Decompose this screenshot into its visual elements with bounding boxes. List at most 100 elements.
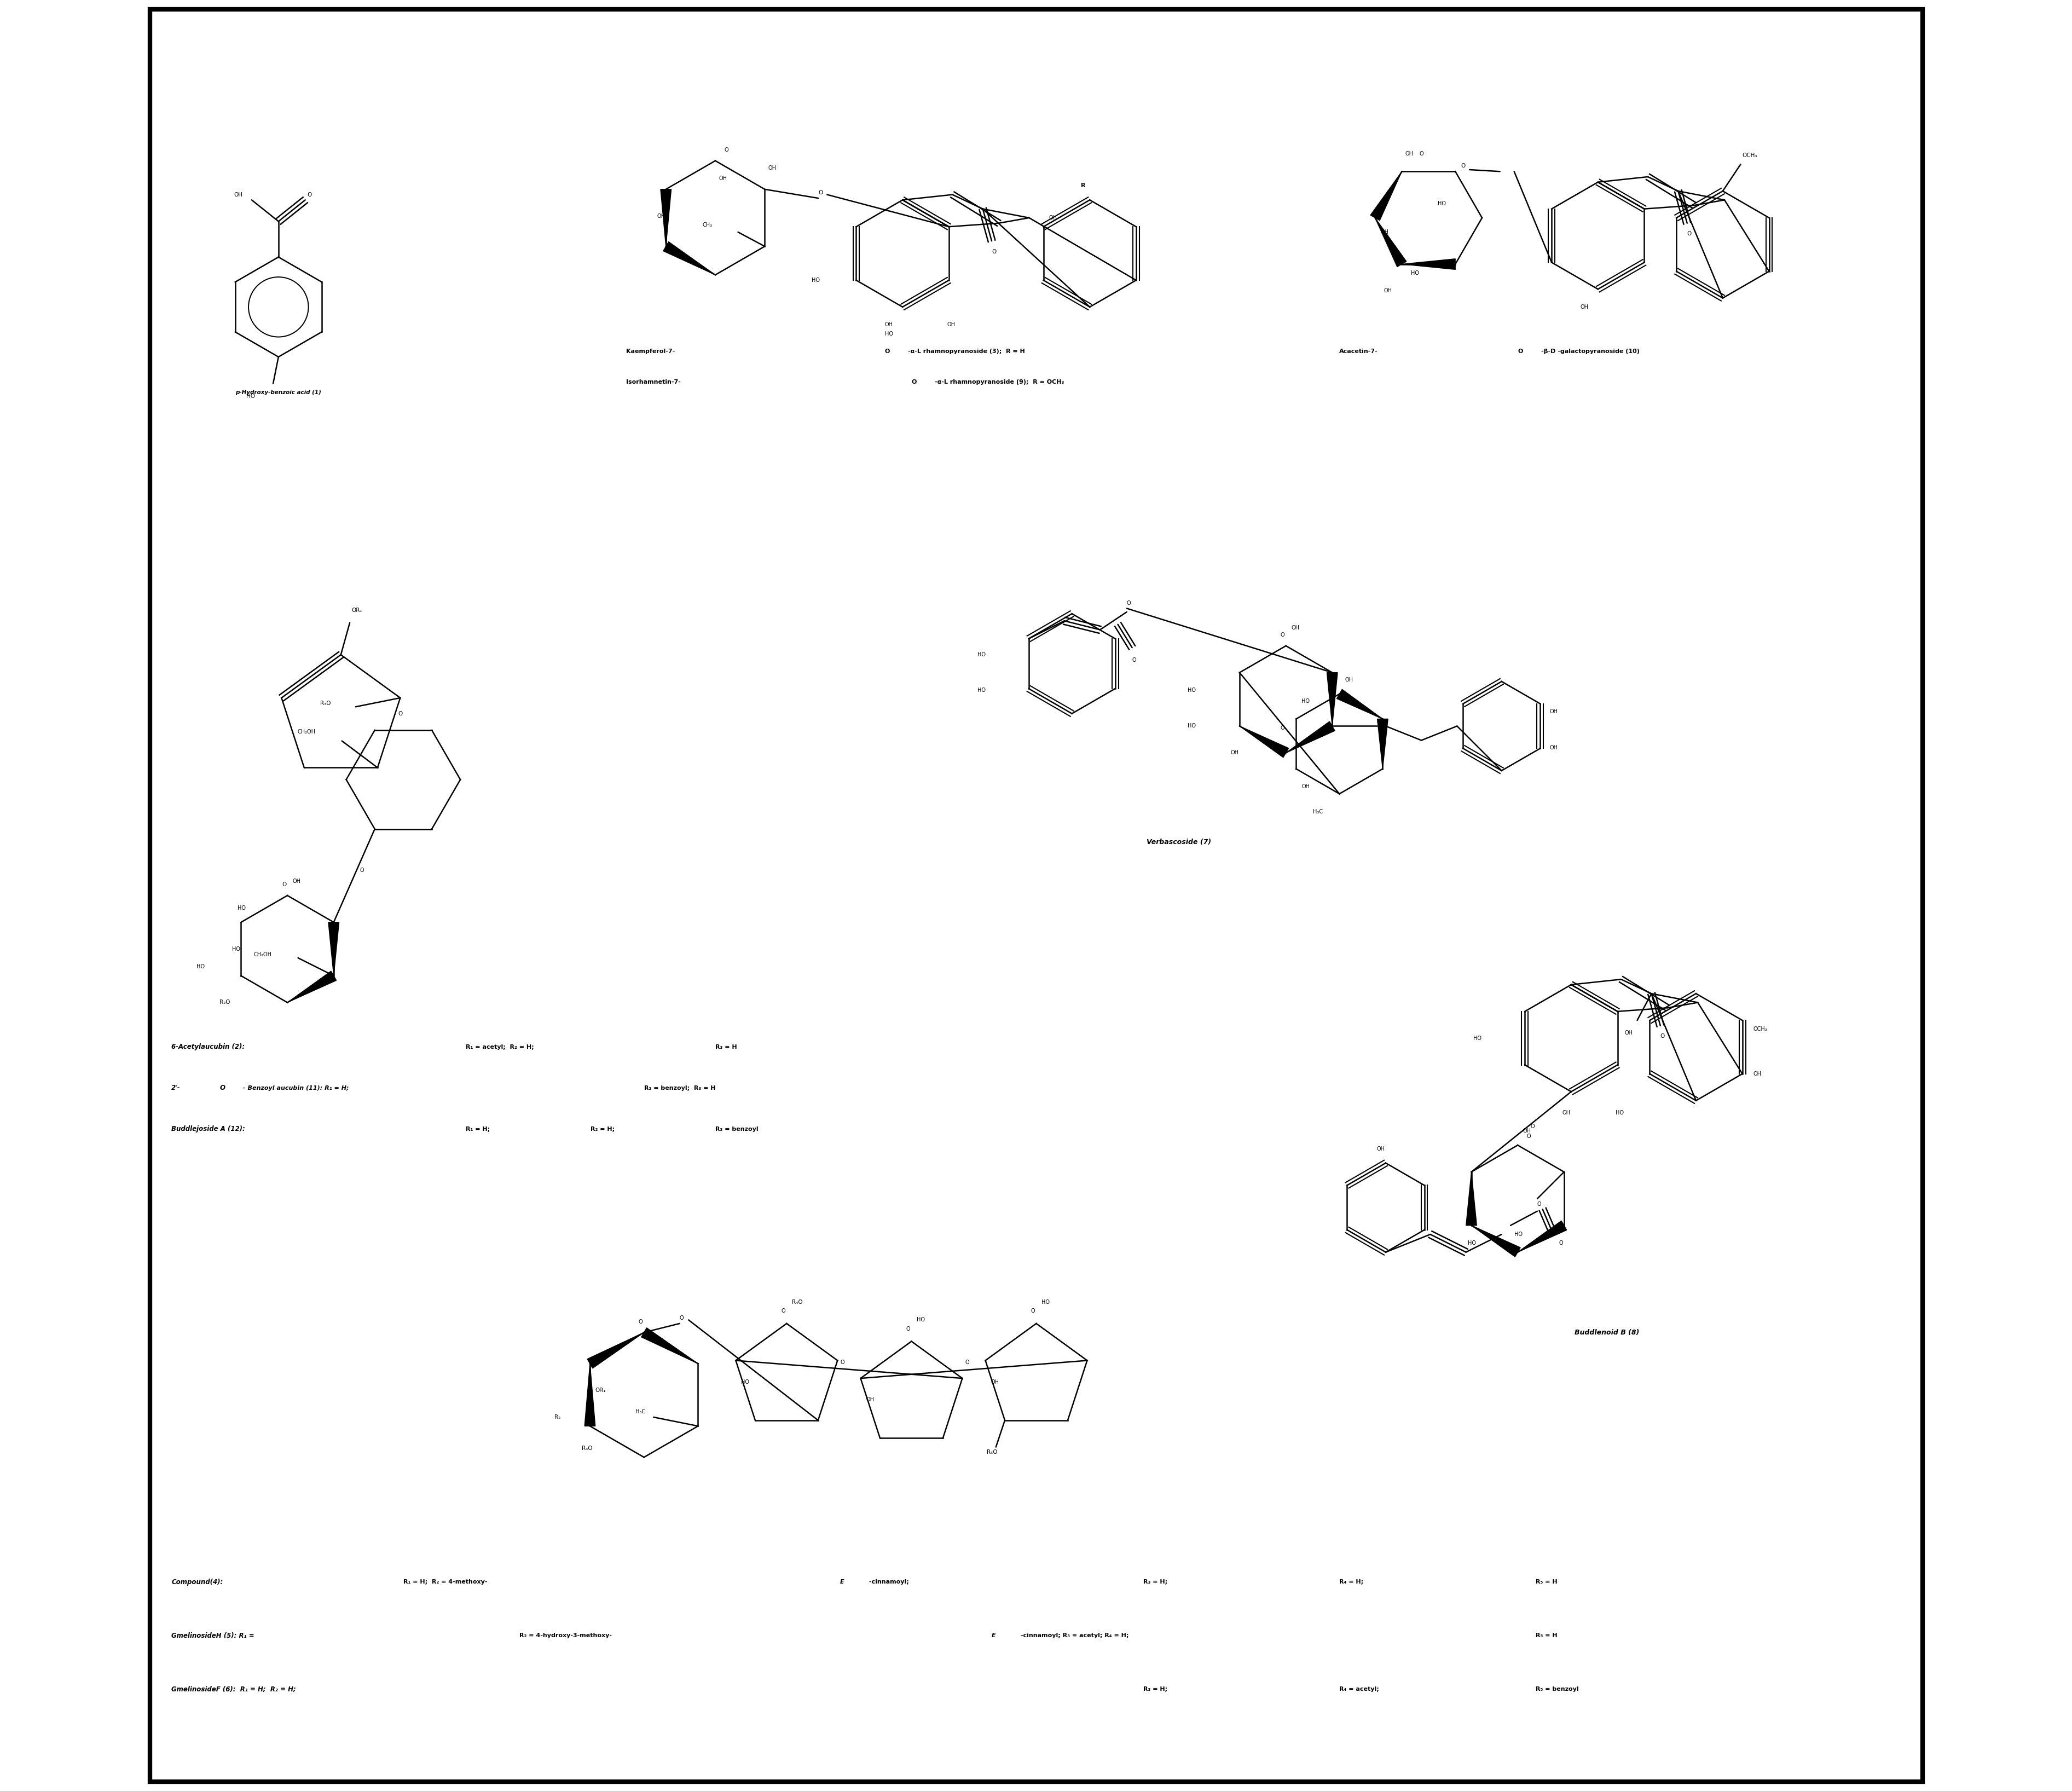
Polygon shape (1378, 718, 1388, 768)
Text: O: O (1537, 1202, 1542, 1207)
Text: HO: HO (916, 1316, 924, 1324)
Text: O: O (1660, 1033, 1664, 1039)
Text: OH: OH (1405, 150, 1413, 156)
Text: HO: HO (885, 331, 893, 337)
Text: O: O (220, 1085, 226, 1093)
Polygon shape (1285, 722, 1334, 752)
Text: O: O (1527, 1134, 1531, 1139)
Text: O: O (1558, 1241, 1562, 1247)
Polygon shape (288, 971, 336, 1003)
Text: OH: OH (234, 192, 242, 197)
Text: O: O (1419, 150, 1423, 156)
Text: R₂ = 4-hydroxy-3-methoxy-: R₂ = 4-hydroxy-3-methoxy- (520, 1633, 611, 1639)
Polygon shape (661, 190, 671, 247)
Text: OH: OH (1380, 229, 1388, 235)
Polygon shape (1239, 725, 1289, 758)
Text: -α-L rhamnopyranoside (9);  R = OCH₃: -α-L rhamnopyranoside (9); R = OCH₃ (934, 380, 1063, 385)
Text: CH₃: CH₃ (702, 222, 713, 227)
Text: HO: HO (978, 688, 986, 693)
Text: R₃ = H;: R₃ = H; (1144, 1687, 1167, 1692)
Polygon shape (1517, 1221, 1566, 1252)
Text: HO: HO (1616, 1110, 1624, 1116)
Text: O: O (723, 147, 727, 152)
Text: R₂: R₂ (553, 1415, 559, 1420)
Text: O: O (282, 881, 286, 888)
Text: O: O (1517, 349, 1523, 355)
Text: -cinnamoyl; R₃ = acetyl; R₄ = H;: -cinnamoyl; R₃ = acetyl; R₄ = H; (1017, 1633, 1129, 1639)
Text: R₄ = acetyl;: R₄ = acetyl; (1339, 1687, 1378, 1692)
Text: OH: OH (1048, 215, 1057, 220)
Text: R₅ = H: R₅ = H (1535, 1633, 1556, 1639)
Text: O: O (1127, 600, 1131, 605)
Text: O: O (1280, 632, 1285, 638)
Text: OH: OH (1291, 625, 1299, 630)
Text: H₃C: H₃C (1312, 810, 1322, 815)
Text: OH: OH (1753, 1071, 1761, 1076)
Text: O: O (1030, 1307, 1034, 1315)
Text: OH: OH (1550, 709, 1558, 715)
Text: HO: HO (978, 652, 986, 657)
Text: R₃O: R₃O (319, 700, 332, 706)
Text: R₁ = acetyl;  R₂ = H;: R₁ = acetyl; R₂ = H; (466, 1044, 535, 1050)
Polygon shape (327, 922, 340, 976)
Text: -α-L rhamnopyranoside (3);  R = H: -α-L rhamnopyranoside (3); R = H (908, 349, 1024, 355)
Text: CH₂OH: CH₂OH (296, 729, 315, 734)
Polygon shape (1401, 258, 1455, 269)
Text: HO: HO (1515, 1232, 1523, 1238)
Text: HO: HO (232, 946, 240, 951)
Text: OH: OH (1345, 677, 1353, 682)
Text: GmelinosideF (6):  R₁ = H;  R₂ = H;: GmelinosideF (6): R₁ = H; R₂ = H; (172, 1685, 296, 1692)
Text: R₃O: R₃O (582, 1445, 593, 1451)
Polygon shape (1370, 172, 1401, 220)
Polygon shape (1471, 1225, 1521, 1257)
Text: HO: HO (1467, 1241, 1475, 1247)
Text: HO: HO (1438, 201, 1446, 206)
Text: R₄ = H;: R₄ = H; (1339, 1580, 1363, 1585)
Text: R₅O: R₅O (986, 1449, 997, 1454)
Text: O: O (638, 1318, 642, 1325)
Text: HO: HO (1187, 688, 1196, 693)
Polygon shape (663, 242, 715, 274)
Text: OH: OH (885, 322, 893, 328)
Text: HO: HO (1411, 270, 1419, 276)
Text: R₃ = benzoyl: R₃ = benzoyl (715, 1127, 758, 1132)
Text: OH: OH (947, 322, 955, 328)
Text: -cinnamoyl;: -cinnamoyl; (866, 1580, 910, 1585)
Text: OH: OH (1579, 304, 1587, 310)
Text: Compound(4):: Compound(4): (172, 1578, 224, 1585)
Text: R₃ = H;: R₃ = H; (1144, 1580, 1167, 1585)
Text: E: E (990, 1633, 997, 1639)
Text: HO: HO (1301, 698, 1310, 704)
Text: OCH₃: OCH₃ (1743, 152, 1757, 158)
Text: CH₂OH: CH₂OH (253, 951, 271, 956)
Text: O: O (1461, 163, 1465, 168)
Text: OH: OH (292, 879, 300, 885)
Text: HO: HO (238, 904, 247, 910)
Text: O: O (1280, 725, 1285, 731)
Text: O: O (307, 192, 311, 197)
Polygon shape (1336, 690, 1382, 718)
Text: Verbascoside (7): Verbascoside (7) (1146, 838, 1210, 845)
Text: -β-D -galactopyranoside (10): -β-D -galactopyranoside (10) (1539, 349, 1639, 355)
Text: OH: OH (1231, 750, 1239, 756)
Text: Kaempferol-7-: Kaempferol-7- (626, 349, 675, 355)
Text: O: O (1131, 657, 1135, 663)
Text: OH: OH (769, 165, 777, 170)
Text: R₄O: R₄O (792, 1300, 802, 1306)
Text: Isorhamnetin-7-: Isorhamnetin-7- (626, 380, 680, 385)
Text: R₅ = H: R₅ = H (1535, 1580, 1556, 1585)
Text: OCH₃: OCH₃ (1753, 1026, 1767, 1032)
Text: Buddlenoid B (8): Buddlenoid B (8) (1575, 1329, 1639, 1336)
Text: R: R (1082, 183, 1086, 188)
Text: O: O (781, 1307, 785, 1315)
Text: OH: OH (1624, 1030, 1633, 1035)
Text: OH: OH (1550, 745, 1558, 750)
Text: H₃C: H₃C (636, 1410, 644, 1415)
Text: O: O (912, 380, 916, 385)
Text: OH: OH (1523, 1128, 1531, 1134)
Text: Buddlejoside A (12):: Buddlejoside A (12): (172, 1125, 244, 1132)
Polygon shape (1374, 219, 1407, 267)
Text: E: E (839, 1580, 843, 1585)
Text: O: O (680, 1315, 684, 1322)
Text: Acacetin-7-: Acacetin-7- (1339, 349, 1378, 355)
